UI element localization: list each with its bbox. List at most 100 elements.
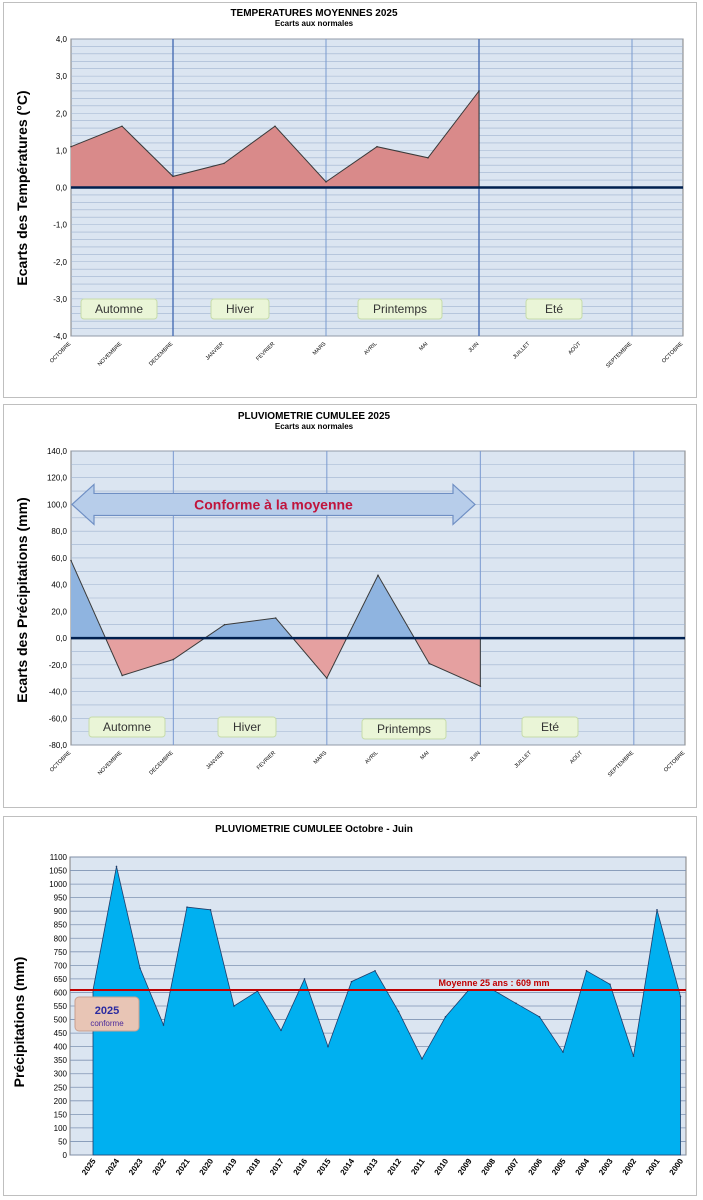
data-point bbox=[326, 677, 328, 679]
data-point bbox=[609, 983, 611, 986]
positive-area bbox=[71, 91, 479, 188]
x-tick-label: 2006 bbox=[527, 1157, 545, 1177]
y-tick-label: 20,0 bbox=[51, 607, 67, 616]
data-point bbox=[121, 125, 123, 128]
season-label: Hiver bbox=[226, 302, 254, 316]
data-point bbox=[444, 1016, 447, 1018]
y-tick-label: -60,0 bbox=[49, 714, 68, 723]
data-point bbox=[585, 969, 588, 972]
data-point bbox=[479, 685, 482, 687]
badge-year: 2025 bbox=[95, 1005, 119, 1017]
mean-label: Moyenne 25 ans : 609 mm bbox=[438, 978, 549, 988]
negative-area bbox=[71, 638, 481, 687]
x-tick-label: 2011 bbox=[409, 1157, 427, 1177]
y-tick-label: 1000 bbox=[49, 880, 67, 889]
y-tick-label: 0,0 bbox=[56, 184, 68, 193]
x-tick-label: 2010 bbox=[433, 1157, 451, 1177]
x-tick-label: 2015 bbox=[315, 1157, 333, 1177]
double-arrow bbox=[71, 483, 476, 526]
y-axis-title: Précipitations (mm) bbox=[11, 957, 27, 1088]
season-label-box bbox=[210, 298, 270, 320]
x-tick-label: 2008 bbox=[480, 1157, 498, 1177]
y-tick-label: -3,0 bbox=[53, 295, 67, 304]
x-tick-label: 2005 bbox=[550, 1157, 568, 1177]
data-point bbox=[172, 658, 175, 661]
x-tick-label: JUILLET bbox=[514, 750, 534, 770]
conformity-badge bbox=[74, 996, 140, 1032]
chart-title: PLUVIOMETRIE CUMULEE Octobre - Juin bbox=[215, 824, 413, 835]
x-tick-label: 2017 bbox=[268, 1157, 286, 1177]
season-label: Hiver bbox=[233, 720, 261, 734]
data-point bbox=[376, 145, 378, 148]
y-tick-label: 300 bbox=[54, 1070, 68, 1079]
arrow-annotation: Conforme à la moyenne bbox=[194, 496, 353, 512]
temperature-panel: TEMPERATURES MOYENNES 2025 Ecarts aux no… bbox=[3, 2, 697, 398]
y-tick-label: 60,0 bbox=[51, 554, 67, 563]
y-axis-title: Ecarts des Températures (°C) bbox=[14, 90, 30, 285]
x-tick-label: AOÛT bbox=[568, 749, 584, 765]
data-point bbox=[350, 980, 353, 983]
data-point bbox=[223, 623, 226, 626]
x-tick-label: JUILLET bbox=[512, 341, 532, 361]
badge-text: conforme bbox=[90, 1019, 124, 1028]
y-tick-label: 0,0 bbox=[56, 634, 68, 643]
x-tick-label: JUIN bbox=[469, 750, 482, 763]
x-tick-label: JANVIER bbox=[205, 750, 226, 771]
y-tick-label: 3,0 bbox=[56, 72, 68, 81]
x-tick-label: 2003 bbox=[597, 1157, 615, 1177]
y-tick-label: 40,0 bbox=[51, 581, 67, 590]
data-point bbox=[374, 969, 376, 972]
y-tick-label: 1,0 bbox=[56, 146, 68, 155]
x-tick-label: NOVEMBRE bbox=[97, 341, 124, 368]
y-tick-label: 80,0 bbox=[51, 527, 67, 536]
y-tick-label: -40,0 bbox=[49, 688, 68, 697]
data-point bbox=[115, 865, 118, 868]
x-tick-label: OCTOBRE bbox=[663, 750, 687, 774]
data-point bbox=[172, 175, 174, 178]
data-point bbox=[327, 1045, 329, 1048]
chart-subtitle: Ecarts aux normales bbox=[275, 19, 354, 28]
y-tick-label: 350 bbox=[54, 1056, 68, 1065]
data-point bbox=[427, 157, 429, 159]
x-tick-label: 2014 bbox=[339, 1157, 357, 1177]
season-label: Automne bbox=[103, 720, 151, 734]
x-tick-label: 2025 bbox=[80, 1157, 98, 1177]
data-point bbox=[428, 662, 430, 665]
data-point bbox=[632, 1055, 635, 1057]
season-label-box bbox=[525, 298, 583, 320]
x-tick-label: NOVEMBRE bbox=[97, 750, 124, 777]
x-tick-label: 2016 bbox=[292, 1157, 310, 1177]
y-tick-label: 400 bbox=[54, 1043, 68, 1052]
y-tick-label: 150 bbox=[54, 1110, 68, 1119]
x-tick-label: OCTOBRE bbox=[661, 341, 685, 365]
x-tick-label: 2007 bbox=[503, 1157, 521, 1177]
x-tick-label: 2023 bbox=[127, 1157, 145, 1177]
data-point bbox=[233, 1005, 235, 1007]
x-tick-label: DECEMBRE bbox=[148, 750, 175, 777]
data-point bbox=[478, 90, 480, 92]
x-tick-label: DECEMBRE bbox=[148, 341, 175, 368]
data-point bbox=[562, 1051, 564, 1053]
data-point bbox=[679, 995, 682, 998]
x-tick-label: 2024 bbox=[104, 1157, 122, 1177]
y-tick-label: 0 bbox=[63, 1151, 68, 1160]
y-tick-label: 550 bbox=[54, 1002, 68, 1011]
season-label-box bbox=[88, 716, 166, 738]
y-tick-label: -80,0 bbox=[49, 741, 68, 750]
season-label: Eté bbox=[541, 720, 559, 734]
x-tick-label: MAI bbox=[418, 341, 429, 352]
season-label-box bbox=[80, 298, 158, 320]
season-label: Printemps bbox=[373, 302, 427, 316]
x-tick-label: AVRIL bbox=[364, 750, 379, 765]
y-tick-label: 200 bbox=[54, 1097, 68, 1106]
data-point bbox=[162, 1024, 165, 1026]
season-label: Automne bbox=[95, 302, 143, 316]
y-tick-label: 100,0 bbox=[47, 500, 68, 509]
data-point bbox=[397, 1010, 400, 1013]
y-tick-label: 600 bbox=[54, 988, 68, 997]
data-point bbox=[538, 1016, 541, 1018]
precipitation-deviation-panel: PLUVIOMETRIE CUMULEE 2025 Ecarts aux nor… bbox=[3, 404, 697, 808]
y-tick-label: -4,0 bbox=[53, 332, 67, 341]
data-point bbox=[280, 1029, 282, 1032]
x-tick-label: 2000 bbox=[668, 1157, 686, 1177]
